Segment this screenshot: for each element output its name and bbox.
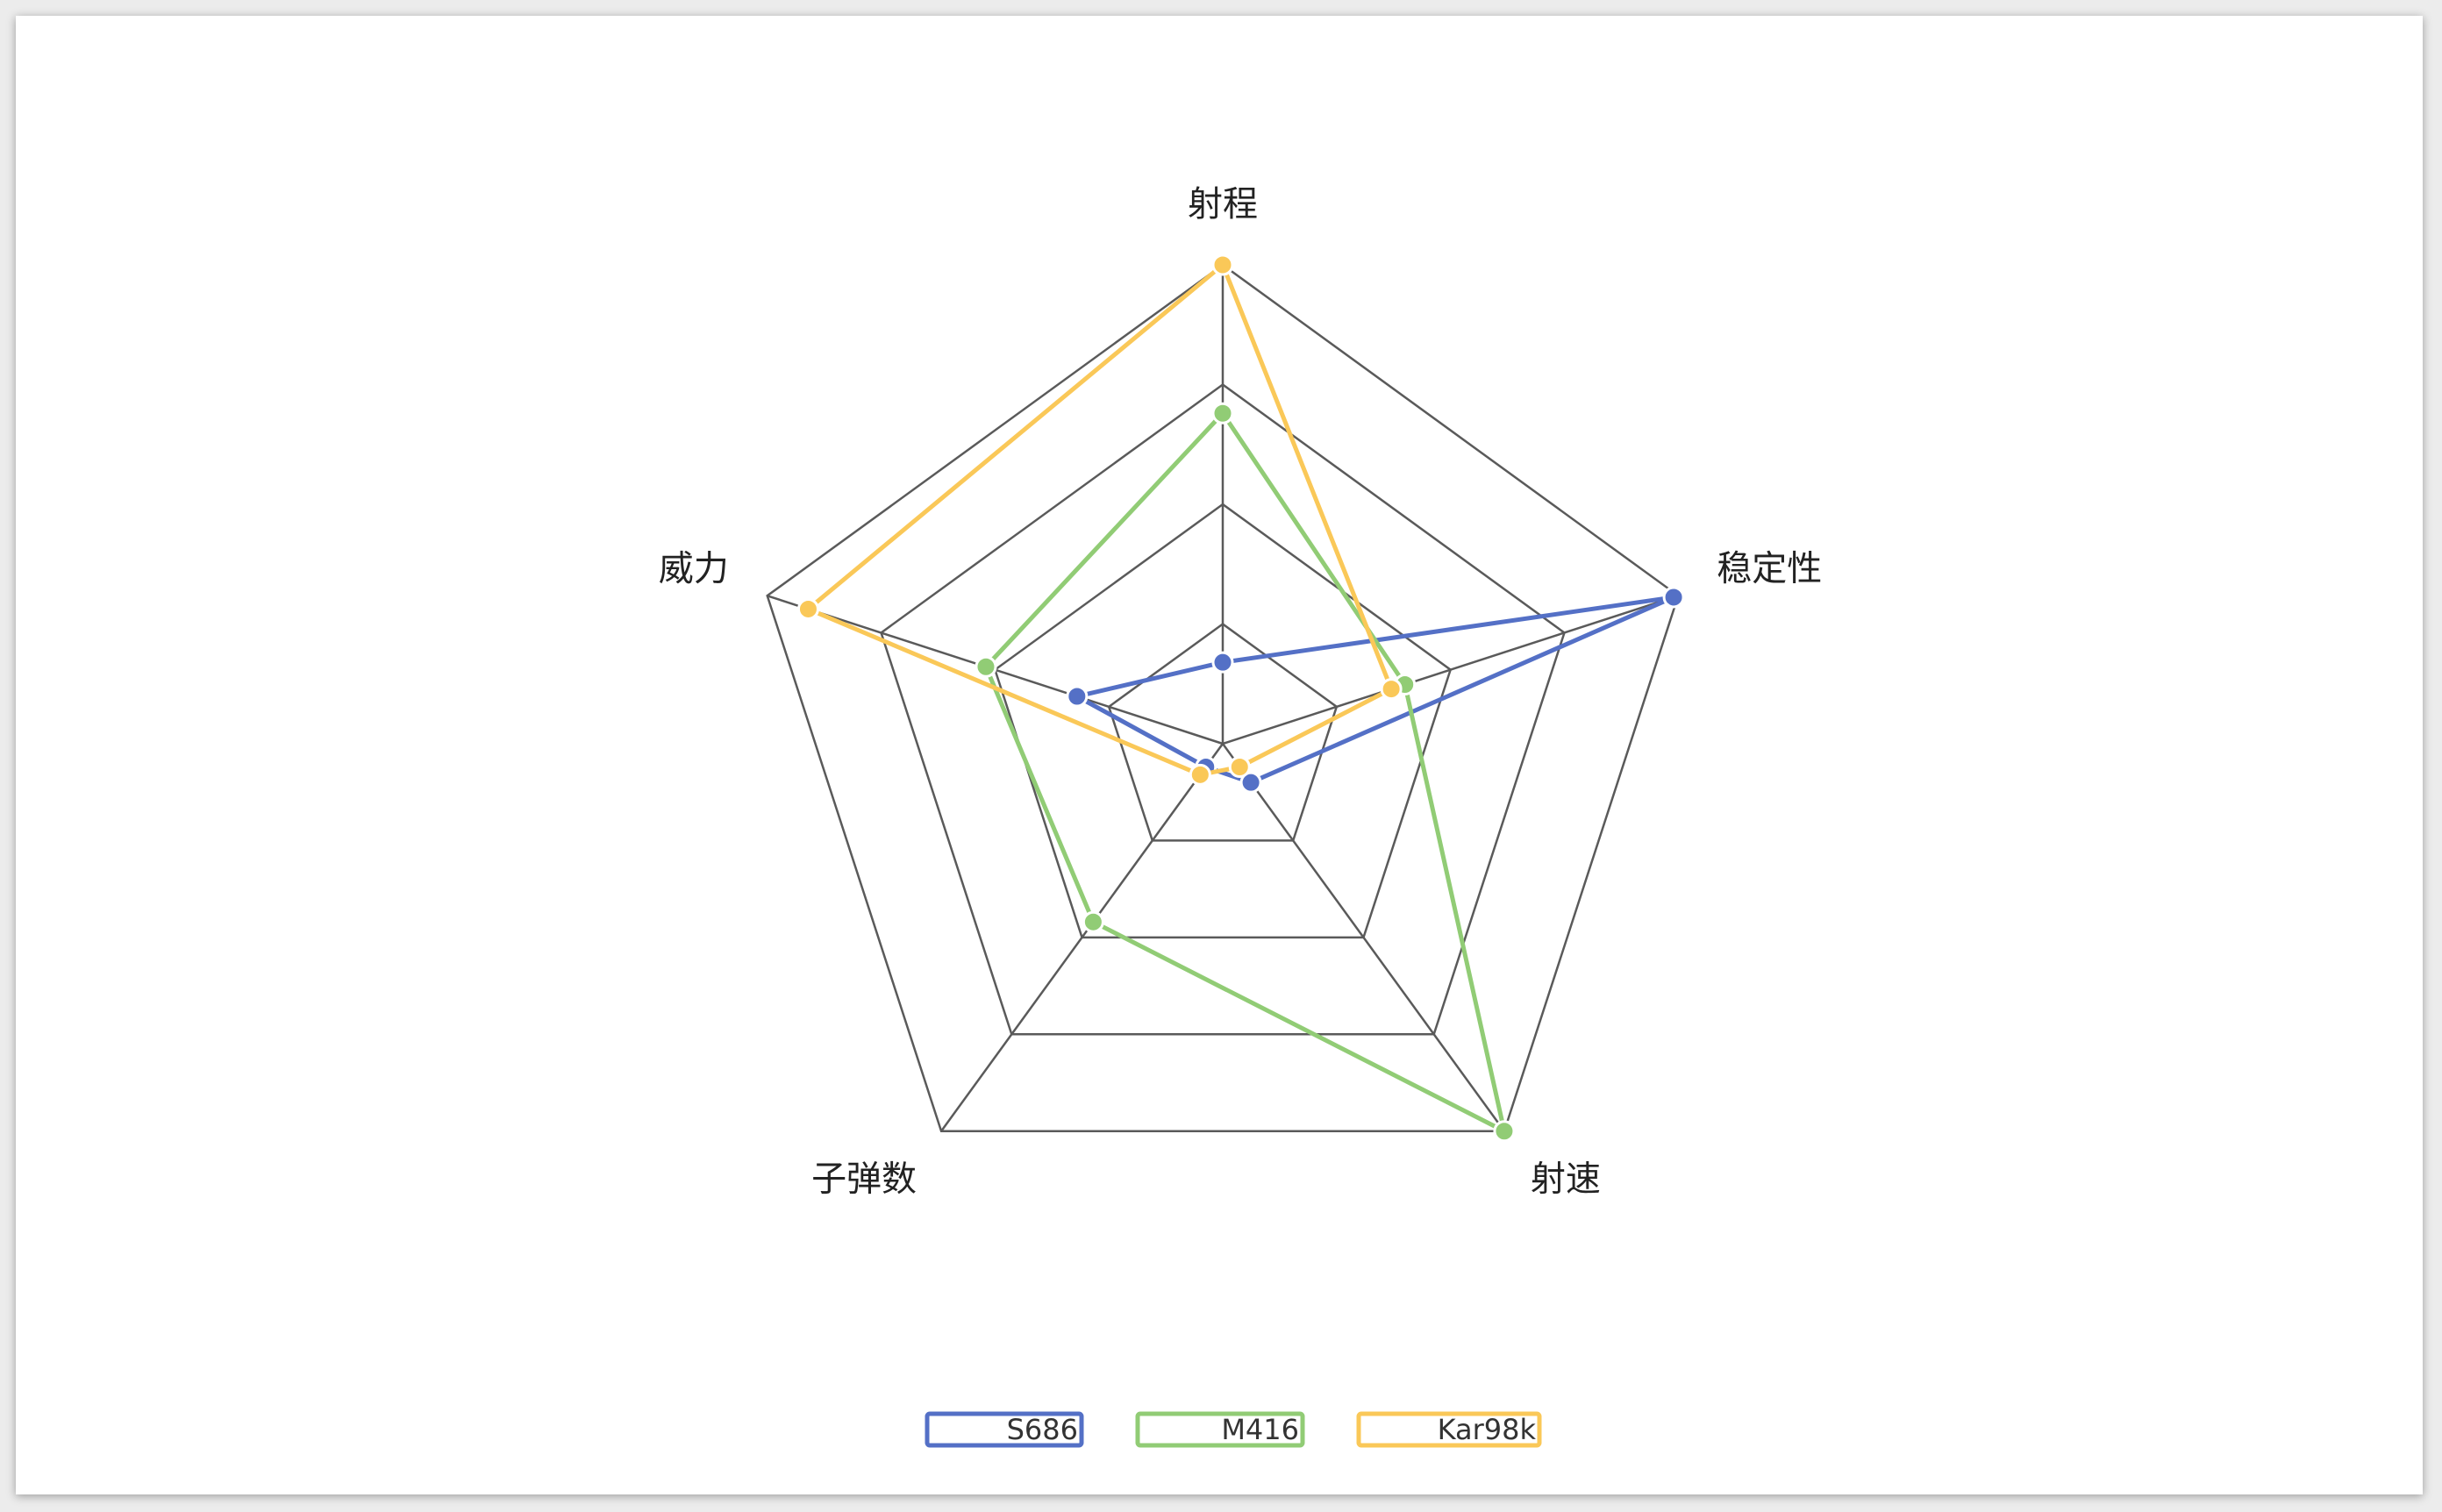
- legend-label-kar98k[interactable]: Kar98k: [1438, 1413, 1537, 1446]
- data-point-m416-3[interactable]: [1493, 1120, 1516, 1143]
- legend-swatch-m416[interactable]: [1135, 1411, 1305, 1448]
- data-point-kar98k-1[interactable]: [1211, 253, 1234, 276]
- axis-label-5: 威力: [659, 548, 729, 588]
- series-s686[interactable]: [1066, 586, 1685, 794]
- data-point-m416-4[interactable]: [1082, 910, 1104, 933]
- data-point-kar98k-3[interactable]: [1228, 756, 1251, 779]
- data-point-s686-2[interactable]: [1662, 586, 1685, 609]
- legend-item-s686[interactable]: S686: [925, 1411, 1084, 1448]
- legend-label-s686[interactable]: S686: [1007, 1413, 1078, 1446]
- axis-line-3: [1221, 743, 1505, 1132]
- series-layer: [796, 253, 1685, 1143]
- grid-ring-2: [993, 503, 1453, 939]
- axis-label-1: 射程: [1188, 184, 1258, 225]
- grid-ring-4: [766, 263, 1680, 1132]
- legend-swatch-s686[interactable]: [925, 1411, 1084, 1448]
- series-line-s686[interactable]: [1075, 595, 1676, 785]
- data-point-kar98k-4[interactable]: [1189, 763, 1211, 786]
- legend-item-m416[interactable]: M416: [1135, 1411, 1305, 1448]
- grid-ring-1: [1107, 622, 1339, 842]
- legend-label-m416[interactable]: M416: [1221, 1413, 1299, 1446]
- data-point-s686-1[interactable]: [1211, 651, 1234, 674]
- axis-label-4: 子弹数: [811, 1159, 917, 1200]
- axis-line-4: [940, 743, 1225, 1132]
- data-point-m416-5[interactable]: [975, 655, 997, 678]
- series-line-kar98k[interactable]: [805, 262, 1394, 777]
- axis-line-2: [1222, 595, 1679, 745]
- data-point-kar98k-2[interactable]: [1380, 678, 1403, 701]
- series-m416[interactable]: [975, 402, 1516, 1143]
- legend-item-kar98k[interactable]: Kar98k: [1356, 1411, 1542, 1448]
- chart-canvas: 射程稳定性射速 子弹数 威力 S686 M416 Kar98k: [16, 16, 2423, 1494]
- grid-ring-3: [880, 382, 1566, 1036]
- data-point-kar98k-5[interactable]: [796, 597, 819, 620]
- data-point-m416-1[interactable]: [1211, 402, 1234, 424]
- legend-swatch-kar98k[interactable]: [1356, 1411, 1542, 1448]
- legend: S686 M416 Kar98k: [925, 1411, 1542, 1448]
- radar-grid: [766, 263, 1680, 1132]
- data-point-s686-5[interactable]: [1066, 685, 1089, 708]
- series-line-m416[interactable]: [983, 410, 1507, 1134]
- data-point-s686-3[interactable]: [1239, 771, 1262, 794]
- axis-label-2: 稳定性: [1717, 548, 1822, 588]
- series-kar98k[interactable]: [796, 253, 1403, 786]
- axis-label-3: 射速: [1531, 1159, 1601, 1200]
